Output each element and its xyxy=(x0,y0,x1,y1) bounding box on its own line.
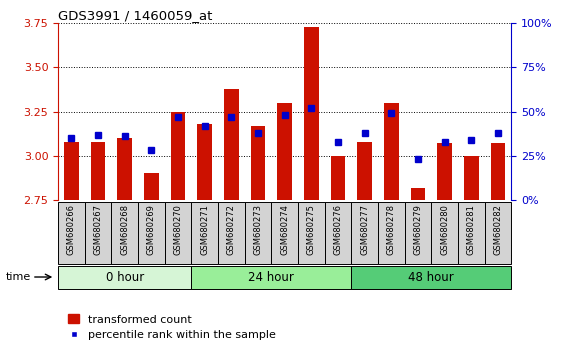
Bar xyxy=(490,143,505,200)
Text: 48 hour: 48 hour xyxy=(408,270,454,284)
FancyBboxPatch shape xyxy=(245,202,271,264)
Text: GSM680266: GSM680266 xyxy=(67,204,76,255)
Bar xyxy=(277,103,292,200)
Text: GSM680275: GSM680275 xyxy=(307,204,316,255)
Bar xyxy=(144,173,159,200)
FancyBboxPatch shape xyxy=(352,202,378,264)
FancyBboxPatch shape xyxy=(191,202,218,264)
FancyBboxPatch shape xyxy=(85,202,112,264)
Text: GSM680269: GSM680269 xyxy=(147,204,156,255)
Legend: transformed count, percentile rank within the sample: transformed count, percentile rank withi… xyxy=(64,310,281,345)
FancyBboxPatch shape xyxy=(191,266,352,289)
Bar xyxy=(384,103,399,200)
Bar xyxy=(91,142,105,200)
Text: GSM680281: GSM680281 xyxy=(467,204,476,255)
Text: GDS3991 / 1460059_at: GDS3991 / 1460059_at xyxy=(58,9,213,22)
FancyBboxPatch shape xyxy=(458,202,485,264)
FancyBboxPatch shape xyxy=(485,202,511,264)
Bar xyxy=(64,142,79,200)
Text: GSM680270: GSM680270 xyxy=(174,204,182,255)
Text: GSM680278: GSM680278 xyxy=(387,204,396,255)
Bar xyxy=(251,126,266,200)
Bar xyxy=(117,138,132,200)
Text: GSM680279: GSM680279 xyxy=(414,204,422,255)
Bar xyxy=(224,88,239,200)
Text: 24 hour: 24 hour xyxy=(249,270,295,284)
Text: GSM680268: GSM680268 xyxy=(120,204,129,255)
FancyBboxPatch shape xyxy=(58,202,85,264)
Bar xyxy=(437,143,452,200)
FancyBboxPatch shape xyxy=(298,202,325,264)
Text: GSM680277: GSM680277 xyxy=(360,204,369,255)
Text: GSM680274: GSM680274 xyxy=(280,204,289,255)
Bar xyxy=(304,27,318,200)
Bar xyxy=(331,156,345,200)
FancyBboxPatch shape xyxy=(325,202,352,264)
FancyBboxPatch shape xyxy=(138,202,165,264)
Text: GSM680280: GSM680280 xyxy=(440,204,449,255)
Text: GSM680282: GSM680282 xyxy=(493,204,503,255)
FancyBboxPatch shape xyxy=(378,202,404,264)
FancyBboxPatch shape xyxy=(352,266,511,289)
Text: 0 hour: 0 hour xyxy=(106,270,144,284)
FancyBboxPatch shape xyxy=(218,202,245,264)
Bar xyxy=(198,124,212,200)
Text: GSM680271: GSM680271 xyxy=(200,204,209,255)
Text: GSM680267: GSM680267 xyxy=(94,204,103,255)
FancyBboxPatch shape xyxy=(112,202,138,264)
Bar xyxy=(171,112,185,200)
FancyBboxPatch shape xyxy=(58,266,191,289)
FancyBboxPatch shape xyxy=(431,202,458,264)
Bar xyxy=(464,156,479,200)
FancyBboxPatch shape xyxy=(271,202,298,264)
Bar xyxy=(357,142,372,200)
FancyBboxPatch shape xyxy=(404,202,431,264)
FancyBboxPatch shape xyxy=(165,202,191,264)
Bar xyxy=(411,188,425,200)
Text: GSM680276: GSM680276 xyxy=(333,204,343,255)
Text: GSM680273: GSM680273 xyxy=(253,204,263,255)
Text: GSM680272: GSM680272 xyxy=(227,204,236,255)
Text: time: time xyxy=(6,272,31,282)
